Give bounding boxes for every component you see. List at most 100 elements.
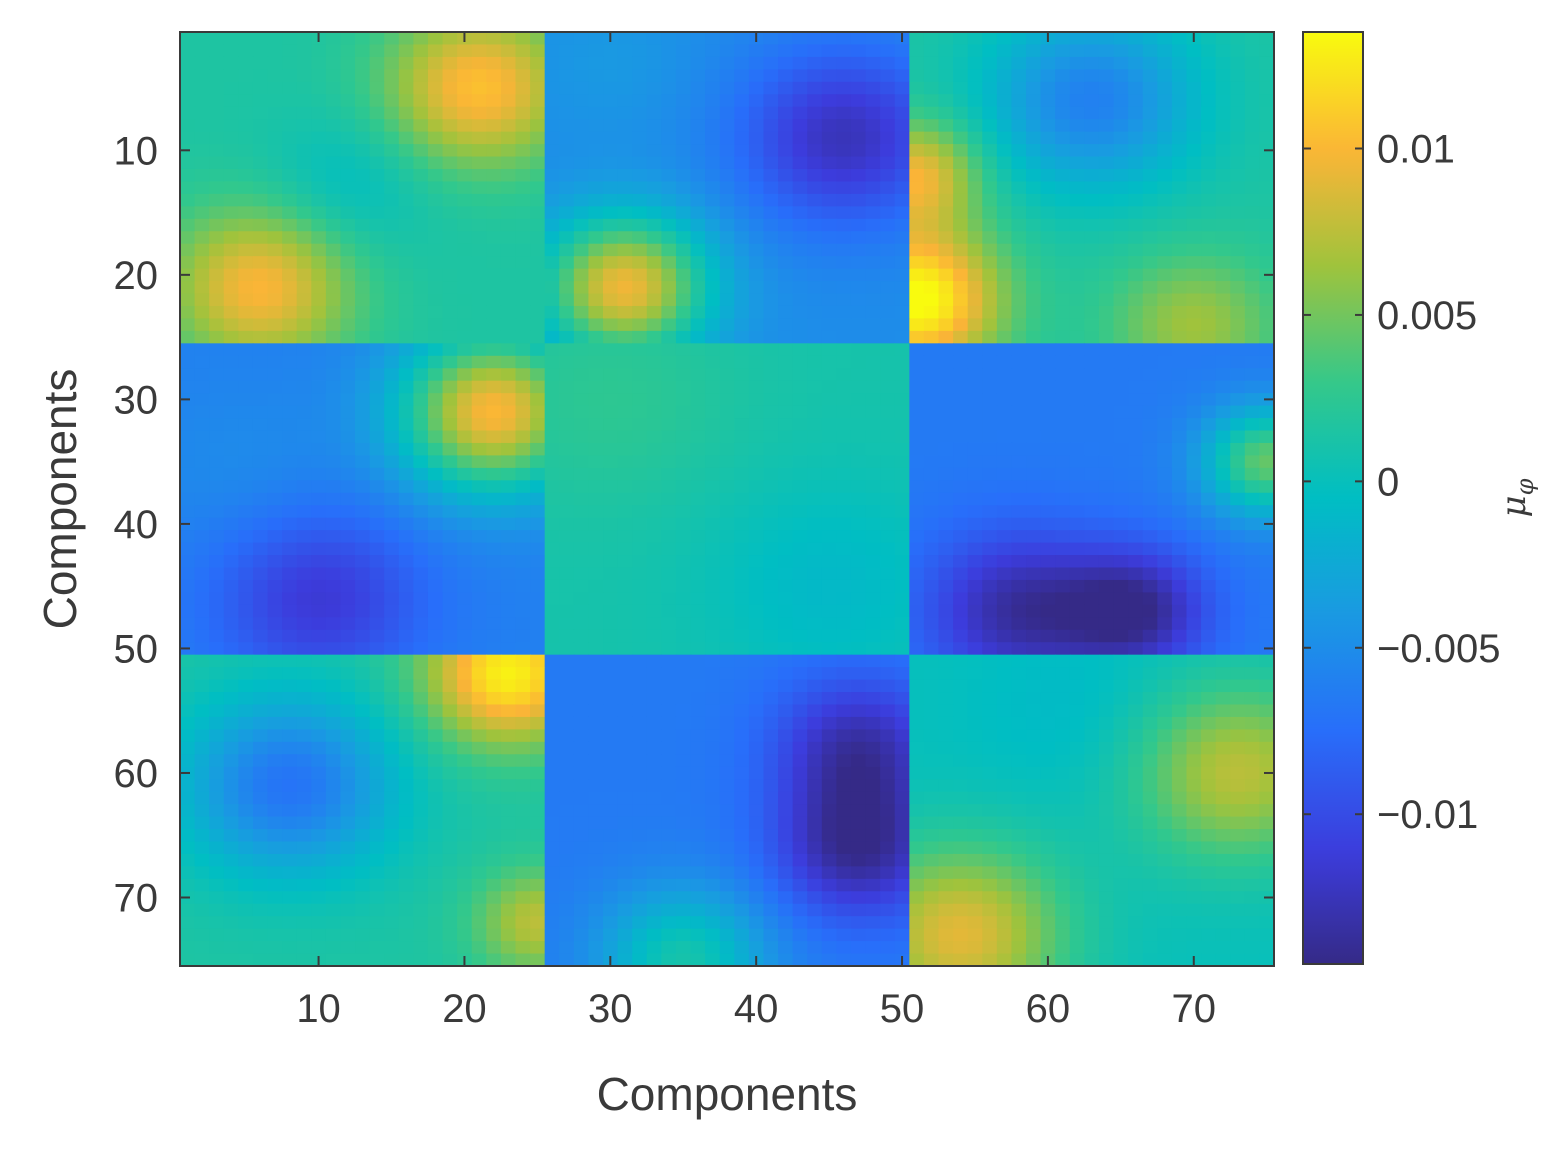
heatmap-cell xyxy=(311,44,327,58)
heatmap-cell xyxy=(1142,119,1158,133)
heatmap-cell xyxy=(1171,617,1188,631)
heatmap-cell xyxy=(1084,380,1100,394)
heatmap-cell xyxy=(1055,667,1071,681)
heatmap-cell xyxy=(398,94,414,108)
heatmap-cell xyxy=(603,766,619,780)
heatmap-cell xyxy=(442,418,458,432)
heatmap-cell xyxy=(311,330,327,344)
heatmap-cell xyxy=(1055,330,1071,344)
heatmap-cell xyxy=(1040,492,1056,506)
heatmap-cell xyxy=(427,430,444,444)
heatmap-cell xyxy=(865,517,881,531)
heatmap-cell xyxy=(1230,505,1246,519)
heatmap-cell xyxy=(1142,231,1158,245)
heatmap-cell xyxy=(1055,829,1071,843)
heatmap-cell xyxy=(325,281,342,295)
heatmap-cell xyxy=(865,654,881,668)
heatmap-cell xyxy=(209,629,225,643)
heatmap-cell xyxy=(282,69,298,83)
heatmap-cell xyxy=(588,131,604,145)
heatmap-cell xyxy=(209,542,225,556)
heatmap-cell xyxy=(340,343,356,357)
heatmap-cell xyxy=(500,368,517,382)
heatmap-cell xyxy=(792,517,808,531)
heatmap-cell xyxy=(457,442,473,457)
heatmap-cell xyxy=(953,667,969,681)
heatmap-cell xyxy=(1157,542,1173,556)
heatmap-cell xyxy=(194,716,210,730)
heatmap-cell xyxy=(457,829,473,843)
heatmap-cell xyxy=(544,418,560,432)
heatmap-cell xyxy=(836,343,852,357)
heatmap-cell xyxy=(603,281,619,295)
heatmap-cell xyxy=(1171,231,1188,245)
heatmap-cell xyxy=(398,667,414,681)
heatmap-cell xyxy=(792,629,808,643)
heatmap-cell xyxy=(923,505,940,519)
heatmap-cell xyxy=(398,131,414,145)
heatmap-cell xyxy=(1230,804,1246,818)
heatmap-cell xyxy=(850,779,867,793)
heatmap-cell xyxy=(1026,642,1042,656)
heatmap-cell xyxy=(194,530,210,544)
heatmap-cell xyxy=(661,729,677,743)
heatmap-cell xyxy=(1171,243,1188,257)
heatmap-cell xyxy=(719,754,735,768)
heatmap-cell xyxy=(1113,791,1129,805)
heatmap-cell xyxy=(894,791,910,805)
heatmap-cell xyxy=(311,492,327,506)
heatmap-cell xyxy=(282,268,298,282)
heatmap-cell xyxy=(1171,467,1188,481)
heatmap-cell xyxy=(296,418,312,432)
heatmap-cell xyxy=(953,804,969,818)
heatmap-cell xyxy=(646,168,662,183)
heatmap-cell xyxy=(180,679,196,693)
heatmap-cell xyxy=(865,32,881,46)
heatmap-cell xyxy=(734,754,750,768)
heatmap-cell xyxy=(603,829,619,843)
heatmap-cell xyxy=(836,467,852,481)
heatmap-cell xyxy=(267,256,283,270)
heatmap-cell xyxy=(340,729,356,743)
heatmap-cell xyxy=(500,716,517,730)
heatmap-cell xyxy=(471,156,487,170)
heatmap-cell xyxy=(486,256,502,270)
heatmap-cell xyxy=(1069,530,1085,544)
heatmap-cell xyxy=(850,729,867,743)
heatmap-cell xyxy=(1244,218,1261,232)
heatmap-cell xyxy=(471,218,487,232)
heatmap-cell xyxy=(1230,455,1246,469)
heatmap-cell xyxy=(296,505,312,519)
heatmap-cell xyxy=(763,692,779,706)
heatmap-cell xyxy=(894,779,910,793)
heatmap-cell xyxy=(1215,256,1231,270)
heatmap-cell xyxy=(1142,206,1158,220)
heatmap-cell xyxy=(340,268,356,282)
heatmap-cell xyxy=(413,405,429,419)
heatmap-cell xyxy=(296,492,312,506)
heatmap-cell xyxy=(267,144,283,158)
heatmap-cell xyxy=(1230,168,1246,183)
heatmap-cell xyxy=(719,505,735,519)
heatmap-cell xyxy=(1244,106,1261,120)
heatmap-cell xyxy=(880,168,896,183)
heatmap-cell xyxy=(384,442,400,457)
heatmap-cell xyxy=(238,592,254,606)
heatmap-cell xyxy=(1259,69,1275,83)
heatmap-cell xyxy=(398,305,414,320)
heatmap-cell xyxy=(471,181,487,195)
heatmap-cell xyxy=(311,505,327,519)
heatmap-cell xyxy=(675,355,692,369)
heatmap-cell xyxy=(982,168,998,183)
heatmap-cell xyxy=(1244,530,1261,544)
heatmap-cell xyxy=(413,442,429,457)
heatmap-cell xyxy=(792,841,808,855)
heatmap-cell xyxy=(544,380,560,394)
heatmap-cell xyxy=(282,555,298,569)
heatmap-cell xyxy=(355,430,371,444)
heatmap-cell xyxy=(836,692,852,706)
heatmap-cell xyxy=(953,505,969,519)
heatmap-cell xyxy=(748,268,765,282)
heatmap-cell xyxy=(865,193,881,207)
heatmap-cell xyxy=(442,144,458,158)
